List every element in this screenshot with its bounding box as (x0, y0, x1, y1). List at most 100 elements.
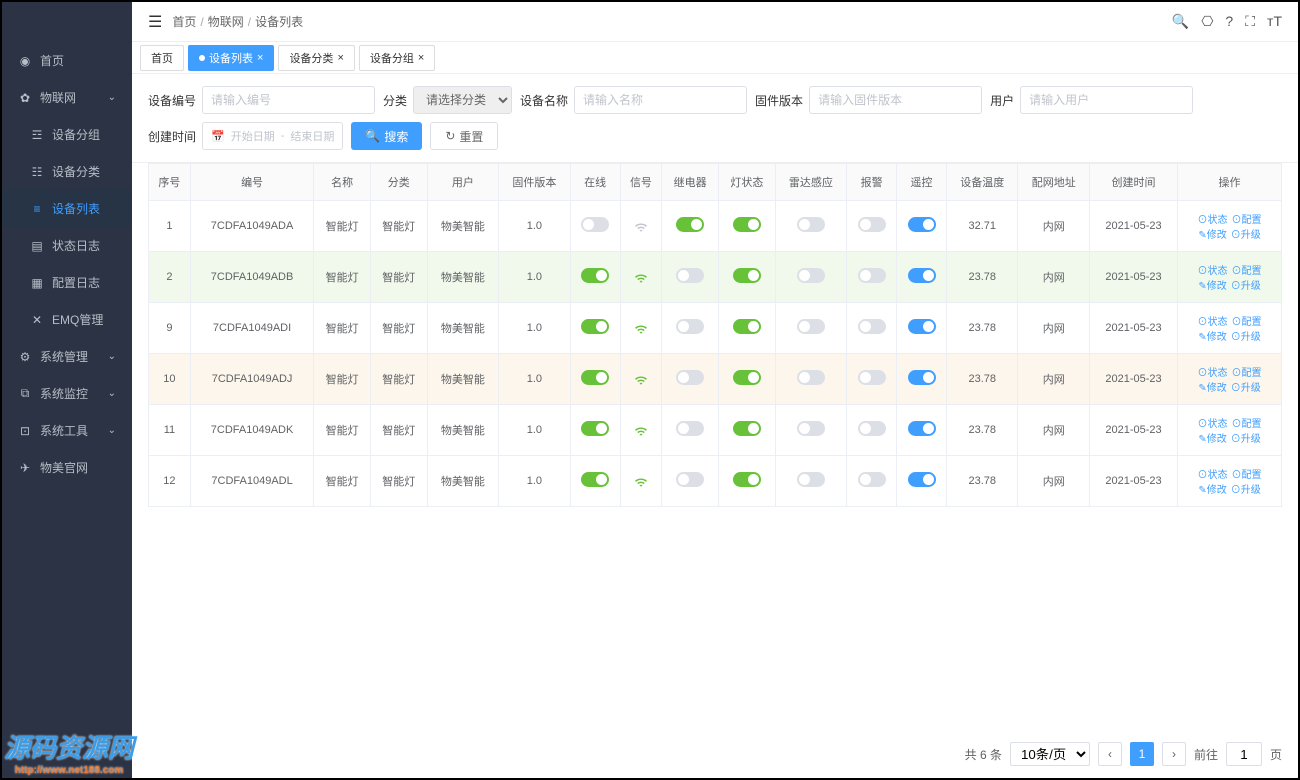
switch[interactable] (581, 472, 609, 487)
switch[interactable] (733, 370, 761, 385)
op-status[interactable]: ⊙状态 (1198, 368, 1228, 379)
sidebar-item-2[interactable]: ☲ 设备分组 (2, 116, 132, 153)
op-status[interactable]: ⊙状态 (1198, 215, 1228, 226)
op-config[interactable]: ⊙配置 (1232, 266, 1262, 277)
op-upgrade[interactable]: ⊙升级 (1231, 383, 1261, 394)
op-upgrade[interactable]: ⊙升级 (1231, 281, 1261, 292)
font-icon[interactable]: ᴛT (1267, 13, 1282, 30)
reset-button[interactable]: ↻ 重置 (430, 122, 498, 150)
sidebar-item-1[interactable]: ✿ 物联网 ⌄ (2, 79, 132, 116)
switch[interactable] (733, 319, 761, 334)
tab-3[interactable]: 设备分组 × (359, 45, 435, 71)
github-icon[interactable]: ⎔ (1201, 13, 1213, 30)
help-icon[interactable]: ? (1225, 13, 1233, 30)
op-config[interactable]: ⊙配置 (1232, 470, 1262, 481)
filter-user-input[interactable] (1020, 86, 1193, 114)
switch[interactable] (908, 268, 936, 283)
filter-firmware-input[interactable] (809, 86, 982, 114)
sidebar-item-11[interactable]: ✈ 物美官网 (2, 449, 132, 486)
search-icon[interactable]: 🔍 (1172, 13, 1189, 30)
next-page-button[interactable]: › (1162, 742, 1186, 766)
sidebar-item-5[interactable]: ▤ 状态日志 (2, 227, 132, 264)
filter-name-input[interactable] (574, 86, 747, 114)
switch[interactable] (676, 319, 704, 334)
op-edit[interactable]: ✎修改 (1198, 332, 1226, 343)
op-edit[interactable]: ✎修改 (1198, 383, 1226, 394)
close-icon[interactable]: × (418, 52, 424, 64)
op-config[interactable]: ⊙配置 (1232, 317, 1262, 328)
switch[interactable] (676, 217, 704, 232)
switch[interactable] (676, 472, 704, 487)
switch[interactable] (733, 421, 761, 436)
switch[interactable] (581, 370, 609, 385)
monitor-icon: ⧉ (18, 387, 32, 401)
sidebar-item-7[interactable]: ✕ EMQ管理 (2, 301, 132, 338)
sidebar-item-10[interactable]: ⊡ 系统工具 ⌄ (2, 412, 132, 449)
switch[interactable] (676, 421, 704, 436)
switch[interactable] (858, 217, 886, 232)
switch[interactable] (908, 319, 936, 334)
switch[interactable] (797, 217, 825, 232)
op-upgrade[interactable]: ⊙升级 (1231, 332, 1261, 343)
switch[interactable] (733, 268, 761, 283)
switch[interactable] (908, 472, 936, 487)
op-status[interactable]: ⊙状态 (1198, 419, 1228, 430)
close-icon[interactable]: × (337, 52, 343, 64)
op-status[interactable]: ⊙状态 (1198, 266, 1228, 277)
filter-device-id-input[interactable] (202, 86, 375, 114)
switch[interactable] (858, 319, 886, 334)
switch[interactable] (908, 217, 936, 232)
sidebar-item-0[interactable]: ◉ 首页 (2, 42, 132, 79)
op-edit[interactable]: ✎修改 (1198, 485, 1226, 496)
op-status[interactable]: ⊙状态 (1198, 470, 1228, 481)
switch[interactable] (858, 421, 886, 436)
op-edit[interactable]: ✎修改 (1198, 434, 1226, 445)
switch[interactable] (908, 421, 936, 436)
switch[interactable] (797, 472, 825, 487)
switch[interactable] (858, 370, 886, 385)
sidebar-item-8[interactable]: ⚙ 系统管理 ⌄ (2, 338, 132, 375)
tab-1[interactable]: 设备列表 × (188, 45, 274, 71)
page-1-button[interactable]: 1 (1130, 742, 1154, 766)
switch[interactable] (676, 370, 704, 385)
sidebar-item-6[interactable]: ▦ 配置日志 (2, 264, 132, 301)
close-icon[interactable]: × (257, 52, 263, 64)
switch[interactable] (797, 268, 825, 283)
tab-0[interactable]: 首页 (140, 45, 184, 71)
op-config[interactable]: ⊙配置 (1232, 368, 1262, 379)
switch[interactable] (858, 472, 886, 487)
switch[interactable] (581, 217, 609, 232)
page-size-select[interactable]: 10条/页 (1010, 742, 1090, 766)
goto-input[interactable] (1226, 742, 1262, 766)
table-header: 信号 (620, 164, 662, 201)
switch[interactable] (733, 217, 761, 232)
op-config[interactable]: ⊙配置 (1232, 419, 1262, 430)
tab-2[interactable]: 设备分类 × (278, 45, 354, 71)
switch[interactable] (581, 421, 609, 436)
switch[interactable] (733, 472, 761, 487)
op-upgrade[interactable]: ⊙升级 (1231, 485, 1261, 496)
switch[interactable] (908, 370, 936, 385)
switch[interactable] (858, 268, 886, 283)
filter-category-select[interactable]: 请选择分类 (413, 86, 512, 114)
switch[interactable] (676, 268, 704, 283)
hamburger-icon[interactable]: ☰ (148, 12, 162, 32)
fullscreen-icon[interactable]: ⛶ (1245, 13, 1255, 30)
op-edit[interactable]: ✎修改 (1198, 281, 1226, 292)
sidebar-item-9[interactable]: ⧉ 系统监控 ⌄ (2, 375, 132, 412)
sidebar-item-4[interactable]: ≡ 设备列表 (2, 190, 132, 227)
switch[interactable] (797, 421, 825, 436)
op-upgrade[interactable]: ⊙升级 (1231, 230, 1261, 241)
op-upgrade[interactable]: ⊙升级 (1231, 434, 1261, 445)
switch[interactable] (581, 268, 609, 283)
switch[interactable] (797, 370, 825, 385)
op-status[interactable]: ⊙状态 (1198, 317, 1228, 328)
switch[interactable] (797, 319, 825, 334)
prev-page-button[interactable]: ‹ (1098, 742, 1122, 766)
search-button[interactable]: 🔍 搜索 (351, 122, 422, 150)
sidebar-item-3[interactable]: ☷ 设备分类 (2, 153, 132, 190)
filter-date-range[interactable]: 📅 开始日期 - 结束日期 (202, 122, 343, 150)
switch[interactable] (581, 319, 609, 334)
op-edit[interactable]: ✎修改 (1198, 230, 1226, 241)
op-config[interactable]: ⊙配置 (1232, 215, 1262, 226)
